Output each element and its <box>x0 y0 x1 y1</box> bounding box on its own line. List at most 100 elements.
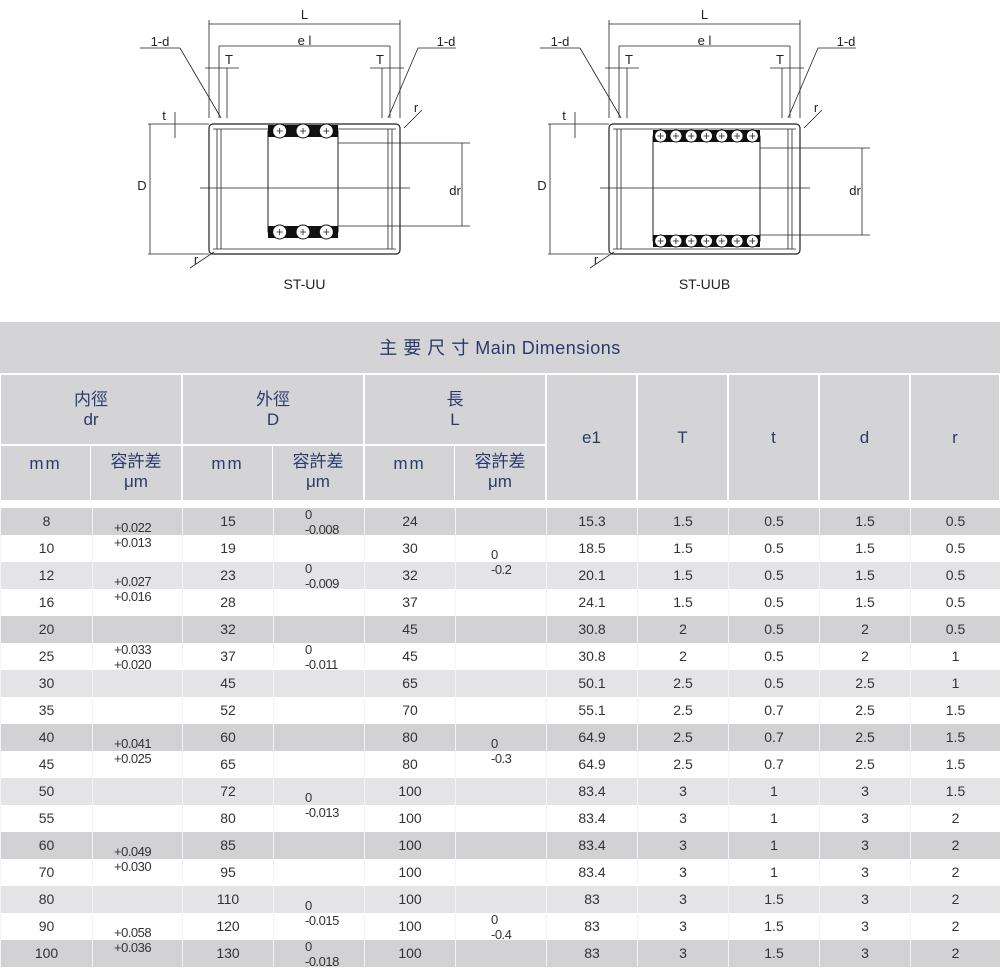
cell-tolerance <box>273 670 364 697</box>
tolerance-upper: 0 <box>305 790 312 805</box>
label-r: r <box>814 100 819 115</box>
cell-r: 2 <box>910 832 1000 859</box>
table-row: 80 110 100 83 3 1.5 3 2 <box>0 886 1000 913</box>
tolerance-lower: -0.008 <box>305 521 339 537</box>
cell-r: 1.5 <box>910 751 1000 778</box>
cell-L: 100 <box>364 940 455 967</box>
drawing-line <box>579 47 622 119</box>
cell-tolerance <box>455 832 546 859</box>
label-D: D <box>137 178 146 193</box>
bearing-diagrams: Le l 1-d 1-d T Tt D dr r r ST-UU Le l 1-d 1-d T Tt D dr r… <box>137 7 870 292</box>
cell-r: 1 <box>910 643 1000 670</box>
cell-tolerance <box>273 751 364 778</box>
label-1-d: 1-d <box>551 34 570 49</box>
tolerance-value: +0.041 +0.025 <box>114 736 152 766</box>
cell-e1: 83.4 <box>546 805 637 832</box>
cell-d: 2.5 <box>819 697 910 724</box>
cell-D: 19 <box>182 535 273 562</box>
cell-r: 1.5 <box>910 778 1000 805</box>
cell-D: 60 <box>182 724 273 751</box>
tolerance-upper: 0 <box>491 547 498 562</box>
cell-D: 15 <box>182 508 273 535</box>
cell-D: 23 <box>182 562 273 589</box>
cell-tolerance <box>92 832 182 859</box>
cell-r: 0.5 <box>910 562 1000 589</box>
tolerance-lower: -0.009 <box>305 575 339 591</box>
tolerance-upper: 0 <box>305 506 312 522</box>
cell-tolerance <box>273 535 364 562</box>
tolerance-upper: +0.049 <box>114 844 152 859</box>
cell-tolerance <box>273 589 364 616</box>
label-L: L <box>701 7 708 22</box>
cell-dr: 12 <box>0 562 92 589</box>
cell-e1: 83 <box>546 886 637 913</box>
tolerance-unit: μm <box>124 472 148 491</box>
cell-tolerance <box>92 778 182 805</box>
cell-D: 65 <box>182 751 273 778</box>
tolerance-value: 0 -0.4 <box>491 912 512 942</box>
cell-D: 32 <box>182 616 273 643</box>
cell-dr: 55 <box>0 805 92 832</box>
cell-tolerance <box>455 724 546 751</box>
cell-t: 0.5 <box>728 508 819 535</box>
cell-tolerance <box>273 832 364 859</box>
table-row: 10 19 30 18.5 1.5 0.5 1.5 0.5 <box>0 535 1000 562</box>
cell-D: 85 <box>182 832 273 859</box>
cell-e1: 50.1 <box>546 670 637 697</box>
cell-D: 72 <box>182 778 273 805</box>
cell-tolerance <box>455 805 546 832</box>
cell-dr: 35 <box>0 697 92 724</box>
tolerance-label: 容許差 <box>474 452 526 471</box>
table-row: 90 120 100 83 3 1.5 3 2 <box>0 913 1000 940</box>
tolerance-lower: -0.015 <box>305 913 339 928</box>
cell-d: 3 <box>819 886 910 913</box>
cell-tolerance <box>273 940 364 967</box>
cell-tolerance <box>92 724 182 751</box>
cell-T: 2.5 <box>637 751 728 778</box>
label-1-d: 1-d <box>837 34 856 49</box>
cell-L: 30 <box>364 535 455 562</box>
label-dr: dr <box>449 183 461 198</box>
cell-T: 3 <box>637 940 728 967</box>
cell-T: 2 <box>637 616 728 643</box>
cell-tolerance <box>92 697 182 724</box>
tolerance-unit: μm <box>488 472 512 491</box>
tolerance-lower: +0.013 <box>114 535 152 550</box>
cell-tolerance <box>273 562 364 589</box>
label-e1: e l <box>298 33 312 48</box>
cell-d: 3 <box>819 913 910 940</box>
cell-e1: 64.9 <box>546 724 637 751</box>
cell-tolerance <box>455 778 546 805</box>
cell-tolerance <box>92 859 182 886</box>
cell-tolerance <box>273 805 364 832</box>
cell-D: 120 <box>182 913 273 940</box>
tolerance-value: +0.049 +0.030 <box>114 844 152 874</box>
group-header-zh: 外徑 <box>256 389 290 409</box>
cell-t: 0.5 <box>728 616 819 643</box>
cell-dr: 90 <box>0 913 92 940</box>
cell-e1: 15.3 <box>546 508 637 535</box>
cell-d: 2.5 <box>819 670 910 697</box>
tolerance-upper: +0.033 <box>114 641 152 657</box>
cell-T: 3 <box>637 859 728 886</box>
cell-tolerance <box>92 670 182 697</box>
cell-e1: 83 <box>546 940 637 967</box>
tolerance-value: +0.022 +0.013 <box>114 520 152 550</box>
tolerance-value: +0.058 +0.036 <box>114 925 152 955</box>
cell-r: 2 <box>910 913 1000 940</box>
drawing-line <box>189 251 215 269</box>
cell-t: 0.5 <box>728 670 819 697</box>
table-row: 50 72 100 83.4 3 1 3 1.5 <box>0 778 1000 805</box>
cell-T: 2.5 <box>637 670 728 697</box>
table-row: 40 60 80 64.9 2.5 0.7 2.5 1.5 <box>0 724 1000 751</box>
tolerance-lower: +0.036 <box>114 940 152 955</box>
cell-d: 1.5 <box>819 589 910 616</box>
cell-T: 2.5 <box>637 697 728 724</box>
cell-T: 3 <box>637 913 728 940</box>
cell-dr: 16 <box>0 589 92 616</box>
tolerance-value: 0 -0.011 <box>305 642 338 672</box>
cell-T: 2 <box>637 643 728 670</box>
group-header-en: L <box>450 409 460 429</box>
